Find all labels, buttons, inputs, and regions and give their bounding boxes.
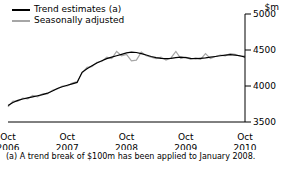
svg-text:Oct2010: Oct2010 [234, 132, 257, 150]
svg-text:Oct2008: Oct2008 [115, 132, 138, 150]
html-text:Trend estimates (a): Trend estimates (a) [34, 4, 122, 14]
svg-text:3500: 3500 [253, 117, 275, 127]
html-text:Seasonally adjusted: Seasonally adjusted [34, 15, 125, 25]
svg-text:Oct2006: Oct2006 [8, 132, 20, 150]
svg-text:4500: 4500 [253, 45, 275, 55]
svg-text:Oct2009: Oct2009 [174, 132, 197, 150]
html-text:$m: $m [264, 2, 279, 12]
html-text:(a) A trend break of $100m has: (a) A trend break of $100m has been appl… [6, 152, 256, 161]
svg-text:Oct2007: Oct2007 [56, 132, 79, 150]
svg-text:4000: 4000 [253, 81, 275, 91]
